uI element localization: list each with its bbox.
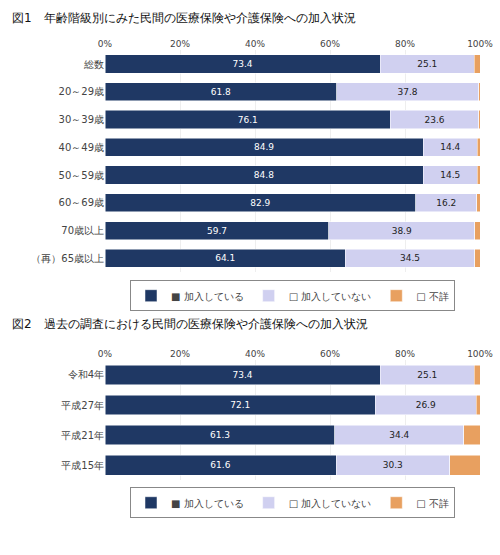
svg-text:100%: 100% — [467, 39, 493, 49]
svg-text:30～39歳: 30～39歳 — [59, 114, 104, 125]
svg-text:26.9: 26.9 — [416, 400, 436, 410]
svg-text:30.3: 30.3 — [383, 460, 403, 470]
svg-text:14.4: 14.4 — [440, 142, 460, 152]
svg-text:□ 加入していない: □ 加入していない — [289, 291, 372, 302]
svg-text:16.2: 16.2 — [436, 198, 456, 208]
svg-text:図2 過去の調査における民間の医療保険や介護保険への加入状況: 図2 過去の調査における民間の医療保険や介護保険への加入状況 — [12, 317, 368, 331]
svg-text:100%: 100% — [467, 349, 493, 359]
svg-text:■ 加入している: ■ 加入している — [171, 498, 244, 509]
svg-text:60%: 60% — [320, 39, 340, 49]
svg-text:20～29歳: 20～29歳 — [59, 86, 104, 97]
svg-text:□ 加入していない: □ 加入していない — [289, 498, 372, 509]
svg-text:20%: 20% — [170, 39, 190, 49]
svg-text:23.6: 23.6 — [424, 115, 444, 125]
svg-text:40%: 40% — [245, 39, 265, 49]
svg-text:64.1: 64.1 — [215, 253, 235, 263]
svg-text:■ 加入している: ■ 加入している — [171, 291, 244, 302]
svg-text:20%: 20% — [170, 349, 190, 359]
svg-text:72.1: 72.1 — [230, 400, 250, 410]
svg-text:40%: 40% — [245, 349, 265, 359]
svg-text:0%: 0% — [98, 349, 113, 359]
svg-text:73.4: 73.4 — [232, 59, 252, 69]
svg-text:0%: 0% — [98, 39, 113, 49]
svg-text:34.4: 34.4 — [389, 430, 409, 440]
svg-text:平成15年: 平成15年 — [61, 460, 104, 471]
svg-text:34.5: 34.5 — [400, 253, 420, 263]
svg-text:平成27年: 平成27年 — [61, 400, 104, 411]
svg-text:60%: 60% — [320, 349, 340, 359]
svg-text:（再）65歳以上: （再）65歳以上 — [31, 253, 104, 264]
svg-text:82.9: 82.9 — [250, 198, 270, 208]
svg-text:□ 不詳: □ 不詳 — [416, 498, 449, 509]
svg-text:84.9: 84.9 — [254, 142, 274, 152]
svg-text:50～59歳: 50～59歳 — [59, 170, 104, 181]
svg-text:25.1: 25.1 — [417, 59, 437, 69]
svg-text:84.8: 84.8 — [254, 170, 274, 180]
svg-text:14.5: 14.5 — [440, 170, 460, 180]
svg-text:25.1: 25.1 — [417, 370, 437, 380]
svg-text:59.7: 59.7 — [207, 226, 227, 236]
svg-text:平成21年: 平成21年 — [61, 430, 104, 441]
svg-text:61.8: 61.8 — [211, 87, 231, 97]
svg-text:61.3: 61.3 — [210, 430, 230, 440]
svg-text:令和4年: 令和4年 — [68, 369, 104, 380]
svg-text:73.4: 73.4 — [232, 370, 252, 380]
svg-text:76.1: 76.1 — [238, 115, 258, 125]
svg-text:38.9: 38.9 — [392, 226, 412, 236]
svg-text:80%: 80% — [395, 349, 415, 359]
svg-text:61.6: 61.6 — [210, 460, 230, 470]
svg-text:80%: 80% — [395, 39, 415, 49]
svg-text:60～69歳: 60～69歳 — [59, 197, 104, 208]
svg-text:総数: 総数 — [83, 59, 104, 70]
svg-text:40～49歳: 40～49歳 — [59, 142, 104, 153]
svg-text:図1 年齢階級別にみた民間の医療保険や介護保険への加入状況: 図1 年齢階級別にみた民間の医療保険や介護保険への加入状況 — [12, 11, 356, 25]
svg-text:70歳以上: 70歳以上 — [61, 225, 104, 236]
svg-text:□ 不詳: □ 不詳 — [416, 291, 449, 302]
svg-text:37.8: 37.8 — [397, 87, 417, 97]
